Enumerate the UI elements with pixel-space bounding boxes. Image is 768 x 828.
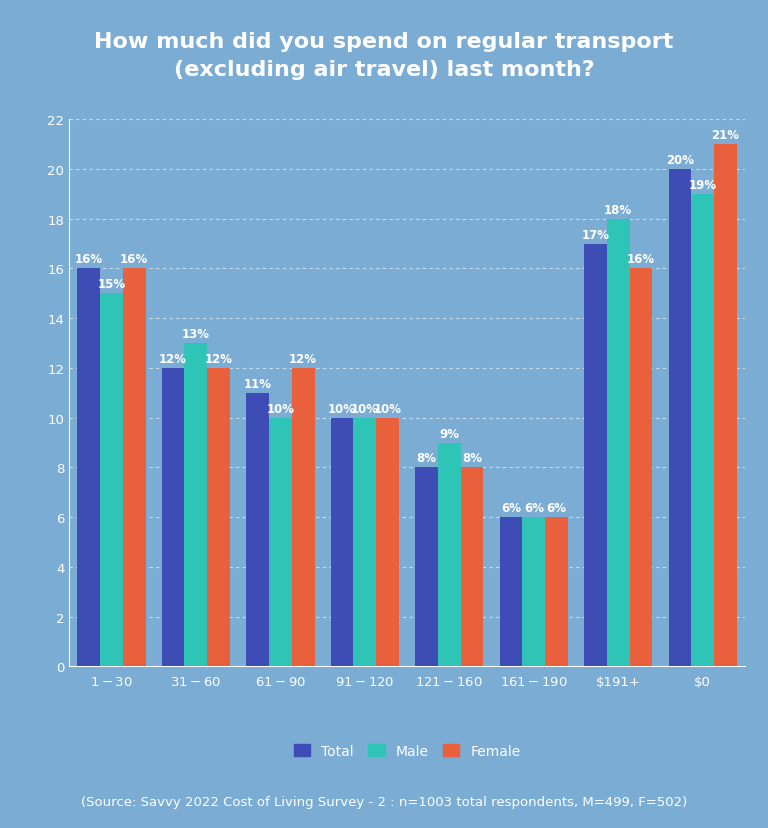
- Text: 10%: 10%: [373, 402, 402, 415]
- Bar: [184, 344, 207, 667]
- Bar: [415, 468, 438, 667]
- Text: 15%: 15%: [98, 278, 125, 291]
- Text: 8%: 8%: [416, 452, 436, 465]
- Text: How much did you spend on regular transport
(excluding air travel) last month?: How much did you spend on regular transp…: [94, 32, 674, 79]
- Bar: [330, 418, 353, 667]
- Text: 10%: 10%: [328, 402, 356, 415]
- Bar: [607, 219, 630, 667]
- Text: 17%: 17%: [581, 229, 610, 241]
- Text: 10%: 10%: [351, 402, 379, 415]
- Text: 13%: 13%: [182, 328, 210, 340]
- Bar: [522, 518, 545, 667]
- Bar: [691, 195, 714, 667]
- Bar: [246, 393, 269, 667]
- Bar: [668, 170, 691, 667]
- Bar: [77, 269, 100, 667]
- Bar: [584, 244, 607, 667]
- Text: 18%: 18%: [604, 204, 632, 216]
- Text: 12%: 12%: [159, 353, 187, 365]
- Bar: [100, 294, 123, 667]
- Bar: [269, 418, 292, 667]
- Bar: [376, 418, 399, 667]
- Bar: [161, 368, 184, 667]
- Bar: [123, 269, 146, 667]
- Legend: Total, Male, Female: Total, Male, Female: [288, 739, 526, 763]
- Bar: [292, 368, 315, 667]
- Text: 12%: 12%: [289, 353, 317, 365]
- Bar: [207, 368, 230, 667]
- Bar: [499, 518, 522, 667]
- Bar: [714, 145, 737, 667]
- Text: 8%: 8%: [462, 452, 482, 465]
- Bar: [461, 468, 484, 667]
- Bar: [630, 269, 653, 667]
- Bar: [353, 418, 376, 667]
- Text: 10%: 10%: [266, 402, 294, 415]
- Text: 11%: 11%: [243, 378, 272, 390]
- Bar: [438, 443, 461, 667]
- Text: 6%: 6%: [547, 502, 567, 514]
- Text: 6%: 6%: [501, 502, 521, 514]
- Text: 9%: 9%: [439, 427, 459, 440]
- Bar: [545, 518, 568, 667]
- Text: (Source: Savvy 2022 Cost of Living Survey - 2 : n=1003 total respondents, M=499,: (Source: Savvy 2022 Cost of Living Surve…: [81, 795, 687, 807]
- Text: 16%: 16%: [74, 253, 103, 266]
- Text: 12%: 12%: [204, 353, 233, 365]
- Text: 16%: 16%: [120, 253, 148, 266]
- Text: 6%: 6%: [524, 502, 544, 514]
- Text: 21%: 21%: [711, 129, 740, 142]
- Text: 19%: 19%: [689, 179, 717, 191]
- Text: 16%: 16%: [627, 253, 655, 266]
- Text: 20%: 20%: [666, 154, 694, 166]
